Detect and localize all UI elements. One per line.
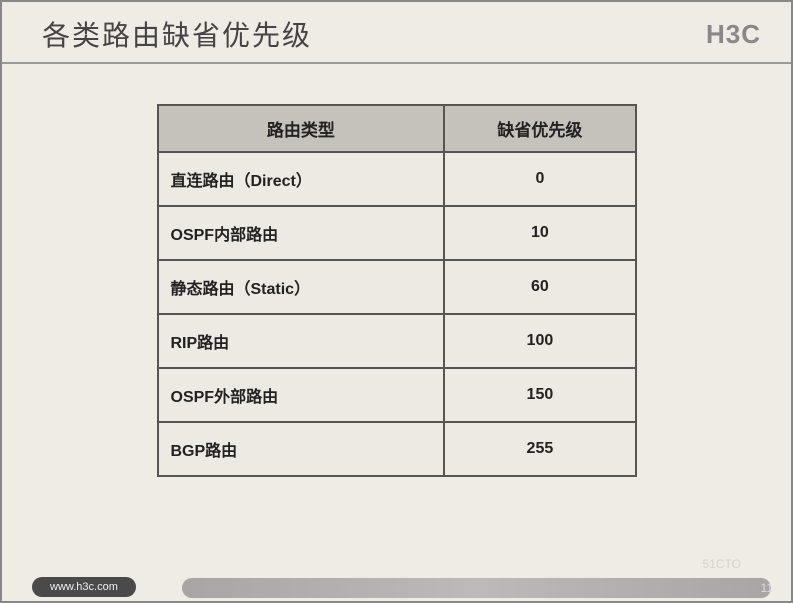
page-title: 各类路由缺省优先级	[42, 14, 312, 54]
table-row: 静态路由（Static） 60	[158, 260, 636, 314]
content-area: 路由类型 缺省优先级 直连路由（Direct） 0 OSPF内部路由 10 静态…	[2, 64, 791, 477]
priority-table: 路由类型 缺省优先级 直连路由（Direct） 0 OSPF内部路由 10 静态…	[157, 104, 637, 477]
cell-type: 静态路由（Static）	[158, 260, 445, 314]
cell-type: BGP路由	[158, 422, 445, 476]
header: 各类路由缺省优先级 H3C	[2, 2, 791, 64]
col-header-priority: 缺省优先级	[444, 105, 635, 152]
table-row: BGP路由 255	[158, 422, 636, 476]
cell-priority: 0	[444, 152, 635, 206]
footer-decor-bar	[182, 578, 771, 598]
watermark-text: 51CTO	[703, 557, 741, 571]
footer-url: www.h3c.com	[32, 577, 136, 597]
cell-priority: 60	[444, 260, 635, 314]
table-row: RIP路由 100	[158, 314, 636, 368]
cell-type: 直连路由（Direct）	[158, 152, 445, 206]
table-row: 直连路由（Direct） 0	[158, 152, 636, 206]
col-header-type: 路由类型	[158, 105, 445, 152]
table-row: OSPF外部路由 150	[158, 368, 636, 422]
cell-type: RIP路由	[158, 314, 445, 368]
cell-priority: 150	[444, 368, 635, 422]
table-header-row: 路由类型 缺省优先级	[158, 105, 636, 152]
table-row: OSPF内部路由 10	[158, 206, 636, 260]
page-number: 11	[761, 581, 773, 595]
slide-container: 各类路由缺省优先级 H3C 路由类型 缺省优先级 直连路由（Direct） 0 …	[0, 0, 793, 603]
footer: www.h3c.com 11	[2, 573, 791, 601]
cell-type: OSPF外部路由	[158, 368, 445, 422]
cell-priority: 100	[444, 314, 635, 368]
cell-type: OSPF内部路由	[158, 206, 445, 260]
brand-logo: H3C	[706, 19, 761, 50]
cell-priority: 255	[444, 422, 635, 476]
cell-priority: 10	[444, 206, 635, 260]
